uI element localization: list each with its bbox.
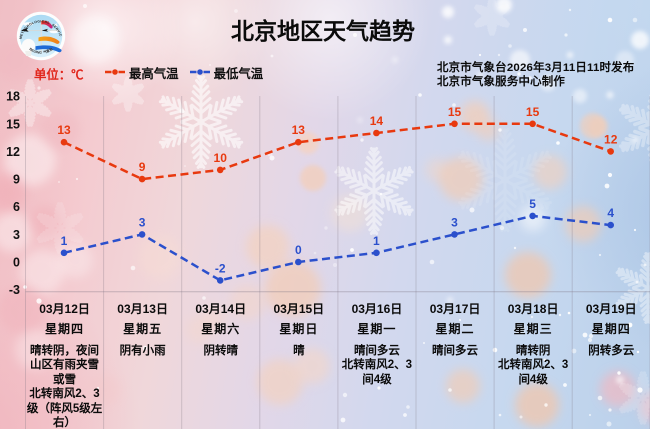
- svg-text:4: 4: [607, 206, 614, 220]
- svg-text:13: 13: [57, 123, 71, 137]
- svg-text:5: 5: [529, 197, 536, 211]
- svg-text:3: 3: [139, 215, 146, 229]
- svg-text:12: 12: [6, 145, 20, 159]
- svg-text:0: 0: [295, 243, 302, 257]
- svg-text:1: 1: [373, 234, 380, 248]
- svg-text:-2: -2: [215, 261, 226, 275]
- svg-text:12: 12: [604, 132, 618, 146]
- svg-text:3: 3: [13, 228, 20, 242]
- svg-text:13: 13: [292, 123, 306, 137]
- svg-text:6: 6: [13, 200, 20, 214]
- svg-text:3: 3: [451, 215, 458, 229]
- svg-text:14: 14: [370, 114, 384, 128]
- svg-text:10: 10: [214, 151, 228, 165]
- svg-text:1: 1: [61, 234, 68, 248]
- svg-text:-3: -3: [9, 283, 20, 297]
- svg-text:0: 0: [13, 256, 20, 270]
- svg-text:9: 9: [13, 173, 20, 187]
- svg-text:15: 15: [448, 105, 462, 119]
- svg-text:15: 15: [526, 105, 540, 119]
- svg-text:9: 9: [139, 160, 146, 174]
- svg-text:18: 18: [6, 90, 20, 104]
- svg-text:15: 15: [6, 117, 20, 131]
